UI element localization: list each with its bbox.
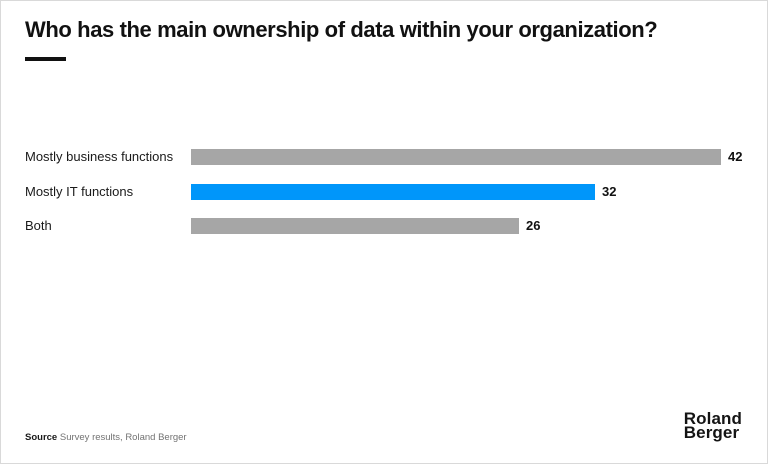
chart-row: Both 26 xyxy=(1,218,767,234)
bar-value: 42 xyxy=(728,149,743,164)
bar-label: Both xyxy=(25,218,52,233)
bar xyxy=(191,218,519,234)
bar-label: Mostly business functions xyxy=(25,149,174,164)
bar-chart: Mostly business functions 42 Mostly IT fun… xyxy=(1,149,767,239)
bar-label: Mostly IT functions xyxy=(25,184,134,199)
logo-line-2: Berger xyxy=(683,423,740,442)
source-label: Source xyxy=(25,432,58,443)
roland-berger-logo: Roland Berger xyxy=(683,409,742,442)
page-title: Who has the main ownership of data withi… xyxy=(25,17,658,42)
logo-line-1: Roland xyxy=(683,409,742,428)
bar-value: 26 xyxy=(526,218,541,233)
bar xyxy=(191,184,595,200)
title-dash xyxy=(25,57,66,61)
chart-row: Mostly IT functions 32 xyxy=(1,184,767,200)
bar-value: 32 xyxy=(602,184,617,199)
chart-row: Mostly business functions 42 xyxy=(1,149,767,165)
source-text: Survey results, Roland Berger xyxy=(57,432,187,443)
bar xyxy=(191,149,721,165)
source-note: Source Survey results, Roland Berger xyxy=(25,432,187,444)
